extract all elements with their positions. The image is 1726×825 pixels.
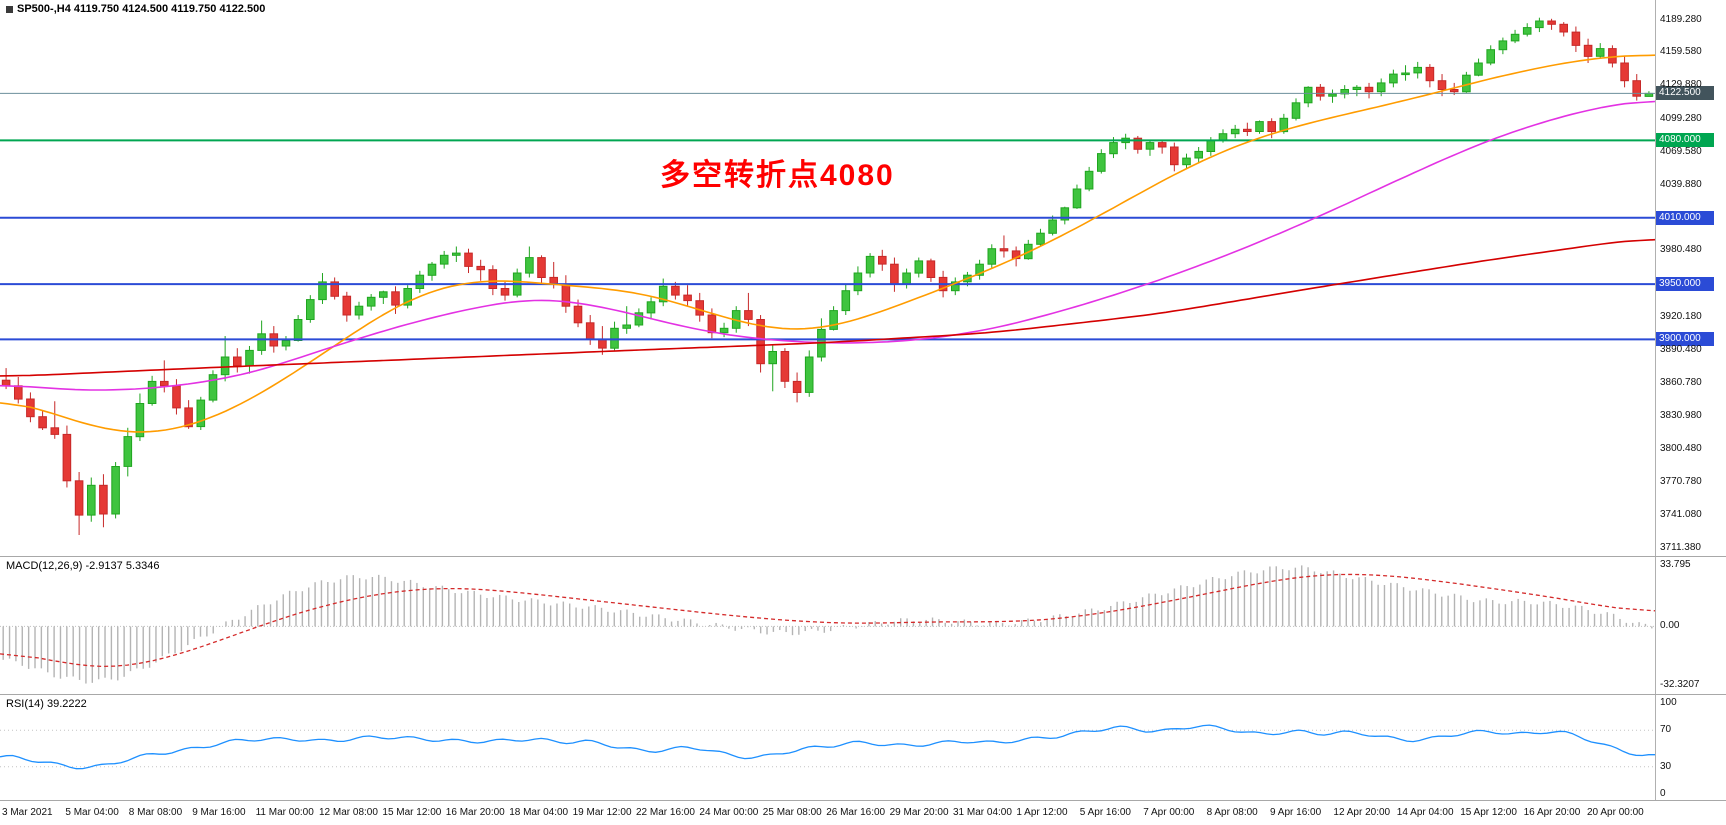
time-axis-label: 15 Apr 12:00 <box>1460 807 1517 818</box>
axis-label: 33.795 <box>1660 558 1691 570</box>
time-axis-label: 18 Mar 04:00 <box>509 807 569 818</box>
axis-label: 3980.480 <box>1660 244 1702 256</box>
rsi-pane: RSI(14) 39.2222 100 70 30 0 <box>0 694 1726 800</box>
macd-axis[interactable]: 33.795 0.00 -32.3207 <box>1655 557 1726 694</box>
macd-plot[interactable] <box>0 557 1655 694</box>
candlestick-plot[interactable] <box>0 0 1655 556</box>
time-axis-label: 12 Apr 20:00 <box>1333 807 1391 818</box>
axis-label: 4069.580 <box>1660 145 1702 157</box>
symbol-ohlc-readout: SP500-,H4 4119.750 4124.500 4119.750 412… <box>6 3 265 15</box>
price-tag: 3950.000 <box>1656 277 1714 292</box>
price-tag: 4010.000 <box>1656 210 1714 225</box>
axis-label: 3830.980 <box>1660 409 1702 421</box>
time-axis-label: 12 Mar 08:00 <box>319 807 378 818</box>
rsi-indicator-label: RSI(14) 39.2222 <box>6 698 87 710</box>
axis-label: 100 <box>1660 697 1677 708</box>
rsi-canvas[interactable]: RSI(14) 39.2222 <box>0 695 1655 800</box>
axis-label: 3741.080 <box>1660 509 1702 520</box>
macd-pane: MACD(12,26,9) -2.9137 5.3346 33.795 0.00 -… <box>0 556 1726 694</box>
axis-label: 70 <box>1660 724 1672 736</box>
price-axis[interactable]: 4122.500 4080.000 4010.000 3950.000 3900.000… <box>1655 0 1726 556</box>
time-axis-label: 15 Mar 12:00 <box>382 807 442 818</box>
time-axis-label: 9 Mar 16:00 <box>192 807 246 818</box>
axis-label: 4159.580 <box>1660 46 1702 58</box>
price-tag: 3900.000 <box>1656 332 1714 347</box>
axis-label: 3800.480 <box>1660 443 1702 455</box>
time-axis-label: 24 Mar 00:00 <box>699 807 759 818</box>
axis-label: 0.00 <box>1660 620 1680 632</box>
time-axis-label: 8 Apr 08:00 <box>1206 807 1258 818</box>
time-axis-label: 1 Apr 12:00 <box>1016 807 1068 818</box>
axis-label: 0 <box>1660 788 1666 799</box>
axis-label: 3860.780 <box>1660 376 1702 388</box>
time-axis-label: 3 Mar 2021 <box>2 807 53 818</box>
price-pane: SP500-,H4 4119.750 4124.500 4119.750 412… <box>0 0 1726 556</box>
axis-label: 3711.380 <box>1660 541 1701 553</box>
time-axis-label: 19 Mar 12:00 <box>572 807 632 818</box>
price-tag: 4080.000 <box>1656 133 1714 148</box>
axis-label: -32.3207 <box>1660 679 1700 691</box>
time-axis-label: 11 Mar 00:00 <box>255 807 314 818</box>
time-axis-label: 5 Mar 04:00 <box>65 807 119 818</box>
time-axis-label: 20 Apr 00:00 <box>1587 807 1644 818</box>
rsi-plot[interactable] <box>0 695 1655 800</box>
chart-symbol-icon <box>6 5 13 13</box>
axis-label: 3920.180 <box>1660 311 1702 323</box>
axis-label: 3890.480 <box>1660 343 1702 355</box>
time-axis-label: 5 Apr 16:00 <box>1079 807 1131 818</box>
time-axis-label: 14 Apr 04:00 <box>1396 807 1454 818</box>
time-axis[interactable]: 3 Mar 2021 5 Mar 04:00 8 Mar 08:00 9 Mar 16… <box>0 800 1726 825</box>
time-axis-label: 16 Mar 20:00 <box>445 807 505 818</box>
rsi-axis[interactable]: 100 70 30 0 <box>1655 695 1726 800</box>
price-tag: 4122.500 <box>1656 86 1714 101</box>
axis-label: 4189.280 <box>1660 13 1702 25</box>
pivot-annotation-text: 多空转折点4080 <box>660 159 895 192</box>
time-axis-label: 31 Mar 04:00 <box>953 807 1012 818</box>
axis-label: 4039.880 <box>1660 178 1702 190</box>
time-axis-label: 9 Apr 16:00 <box>1270 807 1322 818</box>
axis-label: 30 <box>1660 760 1672 772</box>
time-axis-label: 26 Mar 16:00 <box>826 807 886 818</box>
time-axis-label: 7 Apr 00:00 <box>1143 807 1195 818</box>
time-axis-label: 16 Apr 20:00 <box>1523 807 1581 818</box>
time-axis-label: 29 Mar 20:00 <box>889 807 949 818</box>
time-axis-label: 22 Mar 16:00 <box>636 807 695 818</box>
symbol-ohlc-text: SP500-,H4 4119.750 4124.500 4119.750 412… <box>17 3 266 15</box>
time-axis-label: 25 Mar 08:00 <box>762 807 822 818</box>
axis-label: 4099.280 <box>1660 113 1702 125</box>
macd-indicator-label: MACD(12,26,9) -2.9137 5.3346 <box>6 560 160 572</box>
axis-label: 4129.880 <box>1660 79 1702 91</box>
time-axis-label: 8 Mar 08:00 <box>128 807 183 818</box>
price-chart-canvas[interactable]: SP500-,H4 4119.750 4124.500 4119.750 412… <box>0 0 1655 556</box>
axis-label: 3770.780 <box>1660 476 1702 488</box>
macd-canvas[interactable]: MACD(12,26,9) -2.9137 5.3346 <box>0 557 1655 694</box>
